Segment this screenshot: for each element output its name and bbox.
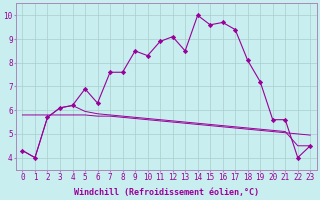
X-axis label: Windchill (Refroidissement éolien,°C): Windchill (Refroidissement éolien,°C) — [74, 188, 259, 197]
